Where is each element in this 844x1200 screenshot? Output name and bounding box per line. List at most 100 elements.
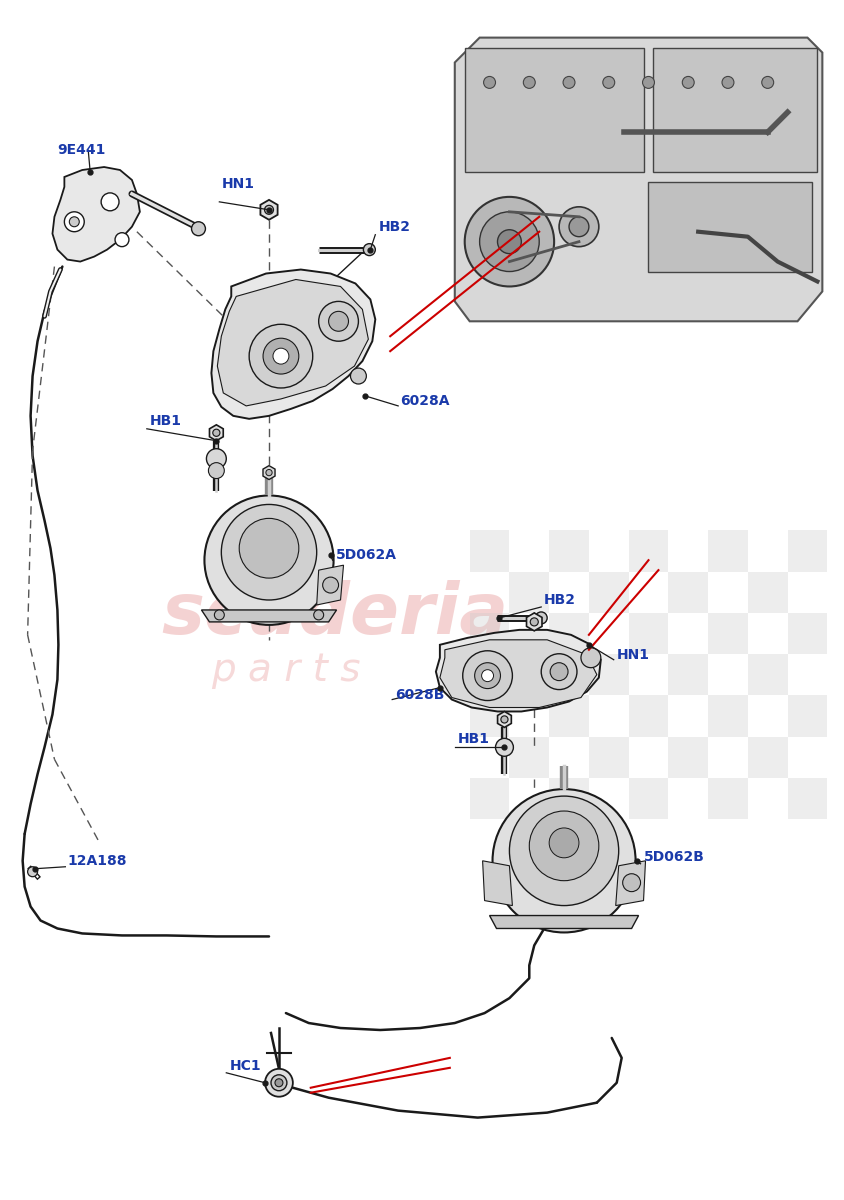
Bar (787, 778, 827, 818)
Bar (549, 778, 589, 818)
Polygon shape (211, 270, 376, 419)
Circle shape (762, 77, 774, 89)
Circle shape (69, 217, 79, 227)
Bar (787, 695, 827, 737)
Circle shape (535, 612, 547, 624)
Circle shape (273, 348, 289, 364)
Circle shape (465, 197, 555, 287)
Circle shape (213, 430, 220, 437)
Circle shape (322, 577, 338, 593)
Text: HB2: HB2 (544, 593, 576, 607)
Circle shape (208, 463, 225, 479)
Polygon shape (648, 182, 813, 271)
Bar (668, 654, 708, 695)
Bar (629, 695, 668, 737)
Bar (510, 571, 549, 613)
Circle shape (563, 77, 575, 89)
Circle shape (603, 77, 614, 89)
Circle shape (249, 324, 313, 388)
Text: p a r t s: p a r t s (211, 650, 361, 689)
Circle shape (64, 212, 84, 232)
Polygon shape (436, 630, 601, 712)
Circle shape (263, 338, 299, 374)
Text: 9E441: 9E441 (57, 143, 106, 157)
Bar (589, 737, 629, 778)
Circle shape (482, 670, 494, 682)
Circle shape (264, 205, 273, 215)
Circle shape (192, 222, 205, 235)
Polygon shape (202, 610, 337, 622)
Bar (748, 571, 787, 613)
Bar (469, 695, 510, 737)
Polygon shape (616, 860, 646, 906)
Circle shape (523, 77, 535, 89)
Text: HN1: HN1 (221, 176, 254, 191)
Circle shape (495, 738, 513, 756)
Bar (708, 530, 748, 571)
Bar (589, 654, 629, 695)
Text: 6028A: 6028A (400, 394, 450, 408)
Circle shape (479, 212, 539, 271)
Circle shape (266, 469, 272, 475)
Circle shape (500, 716, 508, 724)
Bar (748, 737, 787, 778)
Polygon shape (498, 712, 511, 727)
Polygon shape (263, 466, 275, 480)
Circle shape (530, 618, 538, 626)
Polygon shape (261, 200, 278, 220)
Circle shape (549, 828, 579, 858)
Bar (708, 695, 748, 737)
Text: 6028B: 6028B (395, 688, 445, 702)
Text: HB1: HB1 (457, 732, 490, 746)
Circle shape (319, 301, 359, 341)
Bar (510, 737, 549, 778)
Circle shape (221, 504, 316, 600)
Circle shape (682, 77, 695, 89)
Polygon shape (483, 860, 512, 906)
Circle shape (474, 662, 500, 689)
Circle shape (101, 193, 119, 211)
Polygon shape (465, 48, 643, 172)
Bar (469, 530, 510, 571)
Circle shape (497, 229, 522, 253)
Circle shape (722, 77, 734, 89)
Circle shape (484, 77, 495, 89)
Text: 5D062A: 5D062A (336, 548, 397, 563)
Circle shape (275, 1079, 283, 1087)
Circle shape (581, 648, 601, 667)
Bar (549, 530, 589, 571)
Circle shape (541, 654, 577, 690)
Circle shape (265, 1069, 293, 1097)
Text: HN1: HN1 (617, 648, 650, 661)
Polygon shape (455, 37, 822, 322)
Bar (510, 654, 549, 695)
Polygon shape (653, 48, 817, 172)
Bar (469, 778, 510, 818)
Circle shape (364, 244, 376, 256)
Polygon shape (52, 167, 140, 262)
Circle shape (510, 796, 619, 906)
Circle shape (207, 449, 226, 469)
Circle shape (28, 866, 37, 877)
Circle shape (550, 662, 568, 680)
Bar (469, 613, 510, 654)
Bar (629, 613, 668, 654)
Bar (629, 778, 668, 818)
Circle shape (115, 233, 129, 247)
Circle shape (569, 217, 589, 236)
Circle shape (271, 1075, 287, 1091)
Polygon shape (490, 916, 639, 929)
Text: 12A188: 12A188 (68, 853, 127, 868)
Circle shape (214, 610, 225, 620)
Polygon shape (209, 425, 224, 440)
Circle shape (463, 650, 512, 701)
Bar (668, 571, 708, 613)
Circle shape (350, 368, 366, 384)
Polygon shape (316, 565, 344, 605)
Circle shape (529, 811, 599, 881)
Text: 5D062B: 5D062B (643, 850, 705, 864)
Bar (708, 613, 748, 654)
Bar (589, 571, 629, 613)
Bar (787, 613, 827, 654)
Bar (787, 530, 827, 571)
